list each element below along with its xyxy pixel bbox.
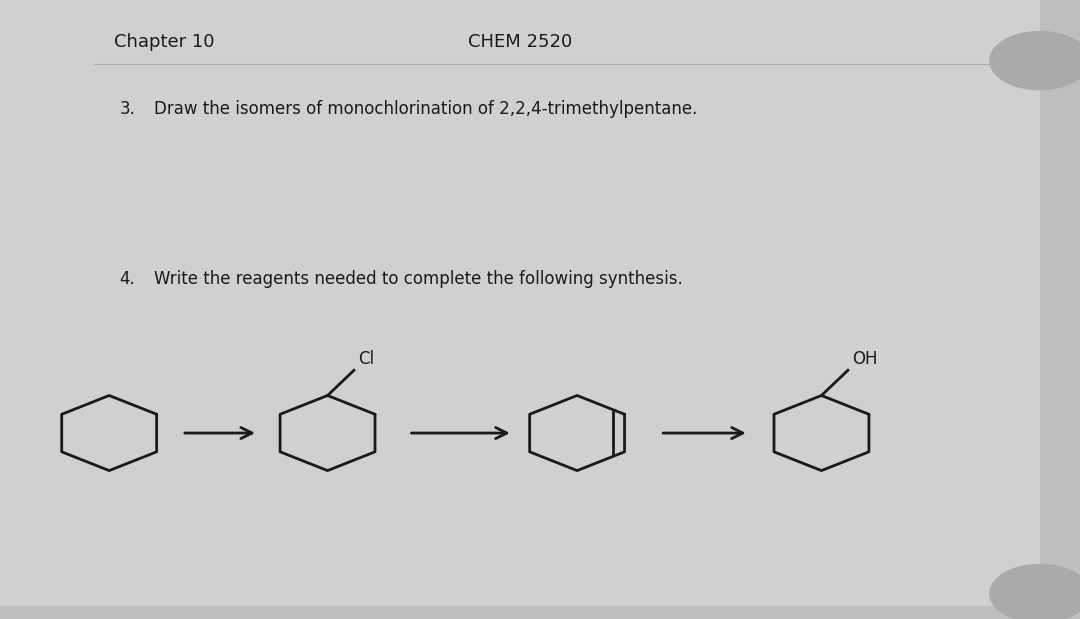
Text: Write the reagents needed to complete the following synthesis.: Write the reagents needed to complete th…	[153, 269, 683, 287]
Text: OH: OH	[852, 350, 878, 368]
Text: Cl: Cl	[359, 350, 375, 368]
Text: Draw the isomers of monochlorination of 2,2,4-trimethylpentane.: Draw the isomers of monochlorination of …	[153, 100, 698, 118]
Text: 4.: 4.	[120, 269, 135, 287]
Circle shape	[990, 565, 1080, 619]
Text: CHEM 2520: CHEM 2520	[468, 33, 572, 51]
Circle shape	[990, 32, 1080, 90]
Text: 3.: 3.	[120, 100, 135, 118]
Text: Chapter 10: Chapter 10	[114, 33, 215, 51]
